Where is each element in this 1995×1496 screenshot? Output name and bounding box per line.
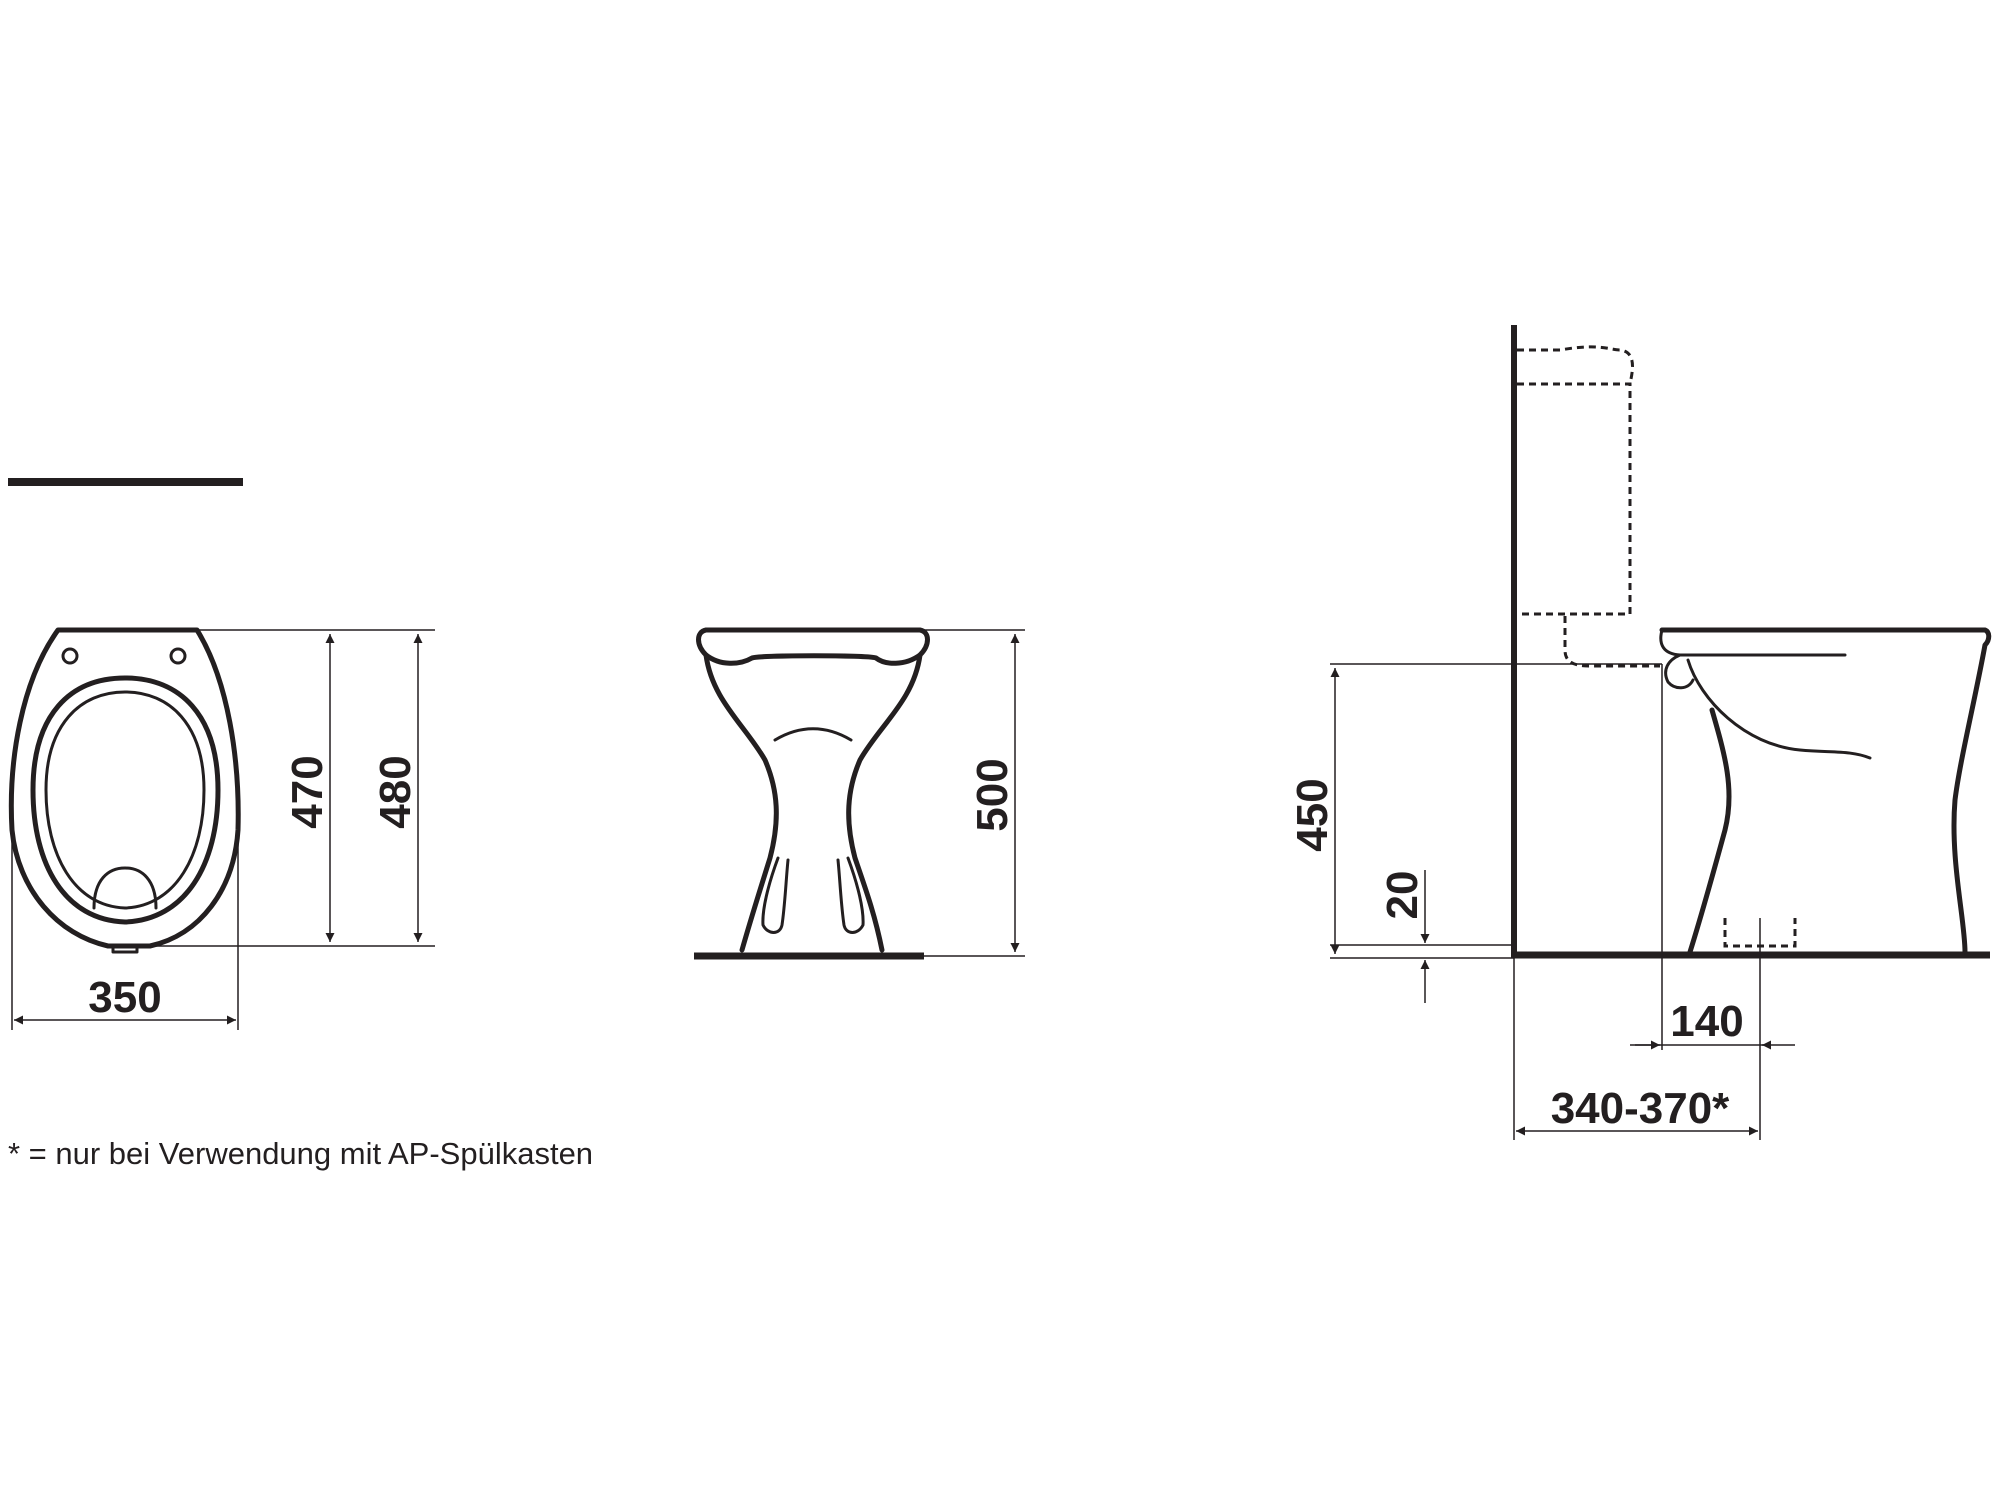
dim-label-20: 20 (1378, 871, 1427, 920)
footnote: * = nur bei Verwendung mit AP-Spülkasten (8, 1136, 594, 1171)
front-waist (773, 727, 853, 742)
dim-label-350: 350 (88, 973, 161, 1022)
front-foot-left (761, 856, 790, 934)
outlet-spigot (111, 944, 139, 954)
bowl-outline (8, 627, 241, 949)
dim-label-500: 500 (968, 758, 1017, 831)
hinge-hole-right (169, 647, 187, 665)
outlet-shape (92, 866, 158, 910)
side-view: 450 20 140 340-370* (1288, 325, 1992, 1140)
bowl-inner (44, 690, 206, 910)
front-body-left (703, 652, 779, 953)
front-view: 500 (694, 627, 1025, 960)
dim-label-470: 470 (283, 755, 332, 828)
front-rim (696, 627, 930, 666)
hinge-hole-left (61, 647, 79, 665)
bowl-opening (30, 675, 221, 925)
dim-label-140: 140 (1670, 997, 1743, 1046)
side-bowl-inner (1686, 658, 1872, 760)
cistern-pipe (1563, 616, 1660, 668)
side-pedestal-front (1687, 707, 1732, 955)
dim-label-450: 450 (1288, 778, 1337, 851)
front-foot-right (836, 856, 865, 934)
front-body-right (846, 652, 923, 953)
cistern-outline (1517, 345, 1634, 386)
top-view: 470 480 350 (8, 627, 435, 1030)
side-seat-lip (1659, 628, 1847, 690)
dim-label-480: 480 (371, 755, 420, 828)
dim-label-340-370: 340-370* (1551, 1084, 1730, 1133)
side-bowl-rim (1659, 627, 1992, 955)
